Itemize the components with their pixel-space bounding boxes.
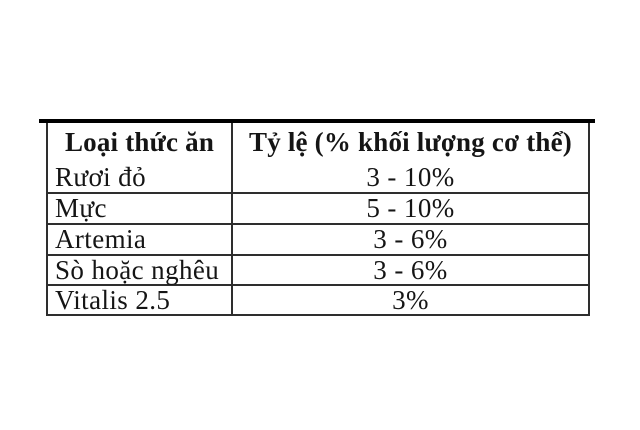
food-name-cell: Sò hoặc nghêu [46, 255, 233, 286]
food-name-cell: Artemia [46, 224, 233, 256]
food-name-cell: Rươi đỏ [46, 162, 233, 194]
ratio-value-cell: 3 - 10% [231, 162, 590, 194]
table-row: Vitalis 2.5 3% [46, 285, 590, 316]
table-header-row: Loại thức ăn Tỷ lệ (% khối lượng cơ thể) [46, 123, 590, 162]
feeding-ratio-table: Loại thức ăn Tỷ lệ (% khối lượng cơ thể)… [46, 123, 590, 316]
table-row: Mực 5 - 10% [46, 193, 590, 225]
food-name-cell: Vitalis 2.5 [46, 285, 233, 316]
table-row: Rươi đỏ 3 - 10% [46, 162, 590, 194]
ratio-value-cell: 5 - 10% [231, 193, 590, 225]
table-row: Artemia 3 - 6% [46, 224, 590, 256]
column-header-food-type: Loại thức ăn [46, 123, 233, 162]
ratio-value-cell: 3 - 6% [231, 224, 590, 256]
table-top-rule [39, 119, 595, 123]
table-row: Sò hoặc nghêu 3 - 6% [46, 255, 590, 286]
column-header-ratio: Tỷ lệ (% khối lượng cơ thể) [231, 123, 590, 162]
ratio-value-cell: 3% [231, 285, 590, 316]
food-name-cell: Mực [46, 193, 233, 225]
ratio-value-cell: 3 - 6% [231, 255, 590, 286]
